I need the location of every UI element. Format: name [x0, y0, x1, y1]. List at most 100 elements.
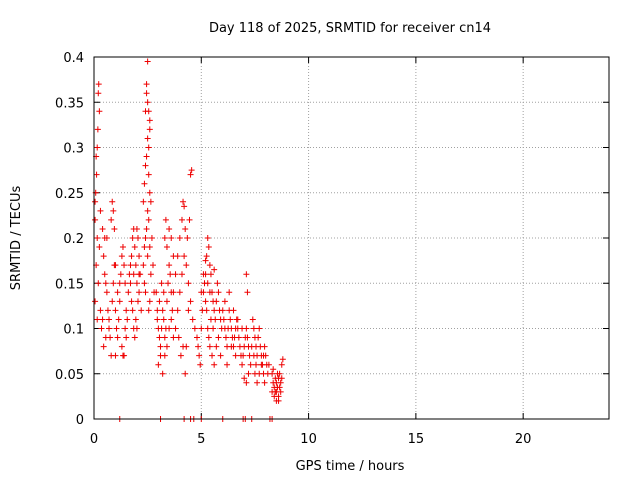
data-point [239, 325, 246, 332]
y-tick-label: 0 [76, 413, 84, 428]
data-point [121, 262, 128, 269]
data-point [168, 316, 175, 323]
data-point [204, 325, 211, 332]
data-point [132, 262, 139, 269]
data-point [206, 289, 213, 296]
data-point [203, 253, 210, 260]
data-point [136, 289, 143, 296]
data-point [183, 262, 190, 269]
data-point [245, 370, 252, 377]
data-point [196, 352, 203, 359]
data-point [249, 316, 256, 323]
data-point [180, 198, 187, 205]
data-point [132, 316, 139, 323]
data-point [250, 352, 257, 359]
data-point [163, 244, 170, 251]
data-point [270, 366, 277, 373]
data-point [154, 316, 161, 323]
data-point [243, 271, 250, 278]
data-point [182, 225, 189, 232]
data-point [215, 334, 222, 341]
data-point [217, 352, 224, 359]
data-point [110, 207, 117, 214]
data-point [211, 361, 218, 368]
data-point [211, 307, 218, 314]
data-point [146, 244, 153, 251]
data-point [97, 307, 104, 314]
data-point [176, 289, 183, 296]
data-point [200, 271, 207, 278]
data-point [99, 225, 106, 232]
data-point [253, 361, 260, 368]
data-point [96, 244, 103, 251]
data-point [181, 253, 188, 260]
data-point [121, 352, 128, 359]
data-point [168, 235, 175, 241]
data-point [244, 334, 251, 341]
data-point [94, 316, 101, 323]
data-point [116, 298, 123, 305]
data-point [234, 316, 241, 323]
data-point [94, 235, 101, 241]
data-point [163, 298, 170, 305]
data-point [158, 280, 165, 287]
data-point [195, 343, 202, 350]
data-point [122, 280, 129, 287]
data-point [140, 198, 147, 205]
data-point [101, 235, 108, 241]
data-point [232, 352, 239, 359]
data-point [248, 343, 255, 350]
data-point [174, 307, 181, 314]
y-tick-label: 0.15 [55, 277, 84, 292]
data-point [144, 99, 151, 106]
data-point [278, 375, 285, 382]
data-point [269, 370, 276, 377]
data-point [202, 298, 209, 305]
data-point [197, 361, 204, 368]
data-point [172, 325, 179, 332]
data-point [155, 361, 162, 368]
data-point [94, 144, 101, 151]
y-tick-label: 0.2 [63, 232, 84, 247]
data-point [170, 289, 177, 296]
data-point [144, 207, 151, 214]
x-tick-label: 5 [197, 432, 205, 447]
data-point [145, 144, 152, 151]
data-point [141, 280, 148, 287]
data-point [130, 271, 137, 278]
data-point [275, 397, 282, 404]
data-point [106, 325, 113, 332]
data-point [181, 203, 188, 210]
data-point [141, 244, 148, 251]
data-point [110, 280, 117, 287]
data-point [204, 235, 211, 241]
y-tick-label: 0.25 [55, 187, 84, 202]
data-point [261, 343, 268, 350]
data-point [211, 266, 218, 273]
data-point [93, 171, 100, 178]
data-point [150, 262, 157, 269]
data-point [133, 225, 140, 232]
data-point [123, 334, 130, 341]
data-point [185, 280, 192, 287]
y-axis-ticks: 0 0.05 0.1 0.15 0.2 0.25 0.3 0.35 0.4 [55, 51, 609, 428]
y-axis-label: SRMTID / TECUs [9, 186, 24, 291]
data-point [144, 253, 151, 260]
data-point [166, 225, 173, 232]
data-point [209, 352, 216, 359]
data-point [134, 235, 141, 241]
data-point [258, 361, 265, 368]
data-point [222, 334, 229, 341]
data-point [145, 307, 152, 314]
data-point [277, 379, 284, 386]
data-point [198, 325, 205, 332]
data-point [227, 316, 234, 323]
data-point [167, 271, 174, 278]
data-point [128, 298, 135, 305]
x-axis-label: GPS time / hours [296, 459, 405, 474]
data-point [112, 352, 119, 359]
data-point [94, 126, 101, 133]
data-point [255, 334, 262, 341]
data-point [157, 343, 164, 350]
